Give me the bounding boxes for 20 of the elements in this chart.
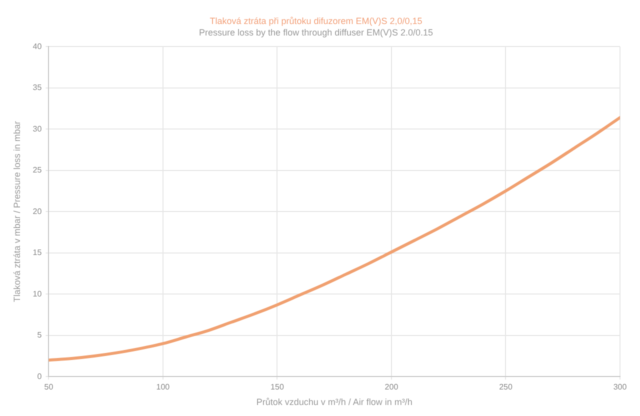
- y-axis-title: Tlaková ztráta v mbar / Pressure loss in mbar: [12, 121, 22, 302]
- chart-subtitle: Pressure loss by the flow through diffuser EM(V)S 2.0/0.15: [199, 28, 433, 38]
- y-tick-label: 40: [32, 42, 42, 51]
- y-tick-label: 35: [32, 83, 42, 92]
- y-tick-label: 0: [37, 372, 42, 381]
- chart-title: Tlaková ztráta při průtoku difuzorem EM(V)S 2,0/0,15: [210, 16, 422, 26]
- y-tick-label: 20: [32, 206, 42, 216]
- y-tick-label: 30: [32, 124, 42, 134]
- x-tick-label: 300: [613, 382, 628, 392]
- y-tick-label: 15: [32, 248, 42, 258]
- x-tick-label: 100: [156, 382, 170, 392]
- line-series: [48, 116, 620, 362]
- x-tick-label: 250: [499, 382, 513, 392]
- x-tick-label: 150: [270, 382, 284, 392]
- y-tick-label: 5: [37, 330, 42, 340]
- x-axis-title: Průtok vzduchu v m³/h / Air flow in m³/h: [256, 397, 412, 408]
- x-tick-label: 200: [384, 382, 399, 392]
- y-tick-label: 10: [32, 289, 42, 298]
- x-tick-label: 50: [44, 382, 54, 392]
- y-tick-label: 25: [32, 166, 42, 175]
